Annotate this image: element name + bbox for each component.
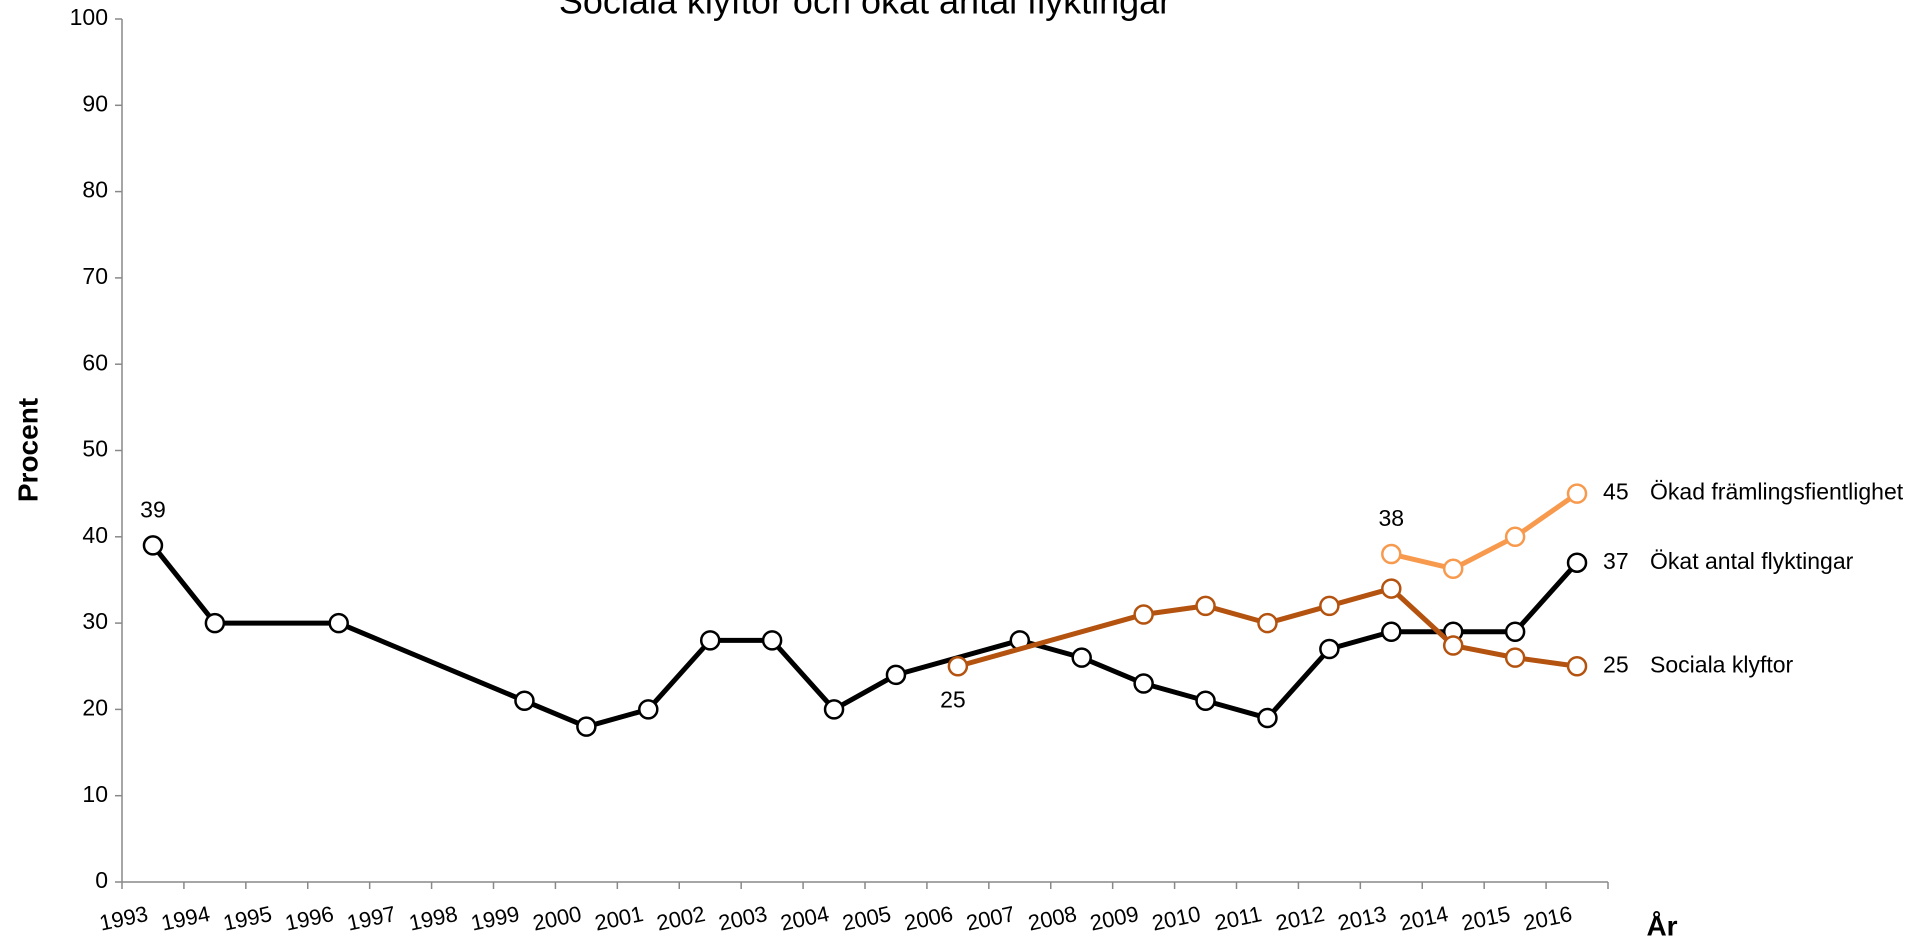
x-tick-label: 2007 [964,901,1017,936]
y-tick-label: 10 [82,781,108,807]
marker [1133,673,1154,694]
x-tick-label: 2005 [840,901,893,936]
y-tick-label: 20 [82,694,108,720]
series-label: Sociala klyftor [1650,651,1794,677]
marker [1319,595,1340,617]
x-tick-label: 1996 [283,901,336,936]
x-tick-label: 1993 [97,901,150,936]
marker [1504,526,1526,548]
marker [885,664,907,686]
y-tick-label: 50 [82,436,108,462]
y-tick-label: 30 [82,608,108,634]
x-tick-label: 2010 [1150,901,1203,936]
chart-title: Sociala klyftor och ökat antal flyktinga… [559,0,1171,22]
marker [1257,612,1278,634]
x-tick-label: 1995 [221,901,274,936]
x-tick-label: 2006 [902,901,955,936]
y-tick-label: 100 [70,4,108,30]
marker [761,630,783,651]
y-axis-label: Procent [12,398,43,502]
x-tick-label: 2016 [1521,901,1574,936]
marker [1319,638,1340,660]
marker [1566,552,1588,573]
x-tick-label: 2002 [654,901,707,936]
y-tick-label: 0 [95,867,108,893]
marker [142,535,164,556]
series-label: Ökat antal flyktingar [1650,548,1854,574]
marker [823,699,845,720]
x-tick-label: 2008 [1026,901,1079,936]
x-tick-label: 2004 [778,901,831,936]
marker [1442,558,1464,579]
marker [638,699,659,720]
marker [1381,543,1402,565]
marker [947,656,969,677]
data-label: 38 [1378,505,1404,531]
x-tick-label: 1997 [345,901,398,936]
x-tick-label: 2001 [592,901,645,936]
series-line [1390,491,1579,572]
marker [1504,647,1526,668]
marker [1195,595,1216,617]
x-tick-label: 2011 [1212,901,1263,935]
x-tick-label: 2014 [1397,901,1450,936]
x-tick-label: 1999 [469,901,522,936]
y-tick-label: 80 [82,177,108,203]
marker [1133,604,1154,625]
x-tick-label: 2003 [716,901,769,936]
marker [576,716,597,737]
x-tick-label: 2000 [531,901,584,936]
x-tick-label: 2013 [1335,901,1388,936]
y-tick-label: 60 [82,349,108,375]
marker [699,630,721,651]
marker [204,612,226,634]
x-tick-label: 1994 [159,901,212,936]
marker [1566,483,1588,504]
marker [1504,621,1526,642]
x-tick-label: 2009 [1088,901,1141,936]
marker [1195,690,1216,712]
series-label: Ökad främlingsfientlighet [1650,479,1904,505]
marker [514,690,535,712]
data-label: 39 [140,497,166,523]
marker [1442,635,1464,656]
end-value-label: 37 [1603,548,1629,574]
marker [1381,578,1402,599]
series-line [151,543,1579,730]
marker [1381,621,1402,642]
marker [1566,656,1588,677]
marker [1257,707,1278,729]
data-label: 25 [940,686,966,712]
y-tick-label: 70 [82,263,108,289]
end-value-label: 45 [1603,479,1629,505]
end-value-label: 25 [1603,651,1629,677]
x-tick-label: 2012 [1274,901,1327,936]
x-axis-label: År [1646,910,1677,940]
x-tick-label: 2015 [1459,901,1512,936]
marker [1071,647,1092,668]
x-tick-label: 1998 [407,901,460,936]
marker [328,612,349,634]
y-tick-label: 90 [82,90,108,116]
y-tick-label: 40 [82,522,108,548]
